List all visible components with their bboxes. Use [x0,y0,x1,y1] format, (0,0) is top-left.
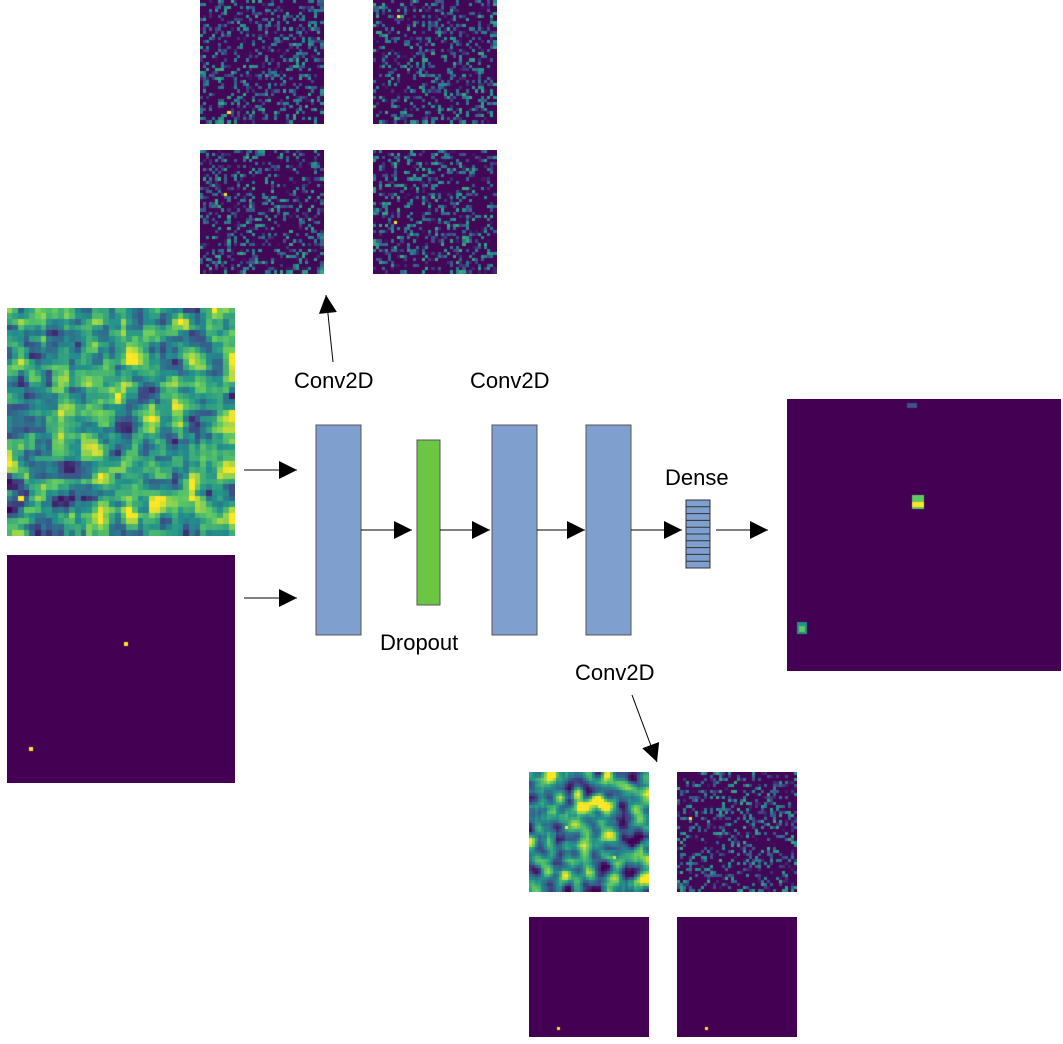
conv3-block [585,424,632,636]
dropout-block [416,439,441,606]
dropout-label: Dropout [380,630,459,655]
conv1-feature-map-1 [200,0,324,124]
conv1-block [315,424,362,636]
conv1-label: Conv2D [294,368,374,393]
arrow-conv3-down [631,694,660,763]
arrow-conv1-up [318,294,337,363]
output-map [787,399,1061,671]
dense-block [685,499,711,569]
input-field-map [7,308,235,536]
conv3-feature-map-1 [529,772,649,892]
dense-label: Dense [665,465,729,490]
conv3-label: Conv2D [575,660,655,685]
conv1-feature-map-3 [200,150,324,274]
conv1-feature-map-4 [373,150,497,274]
input-points-map [7,555,235,783]
conv3-feature-map-2 [677,772,797,892]
conv2-label: Conv2D [470,368,550,393]
conv2-block [491,424,538,636]
conv1-feature-map-2 [373,0,497,124]
conv3-feature-map-3 [529,917,649,1037]
conv3-feature-map-4 [677,917,797,1037]
